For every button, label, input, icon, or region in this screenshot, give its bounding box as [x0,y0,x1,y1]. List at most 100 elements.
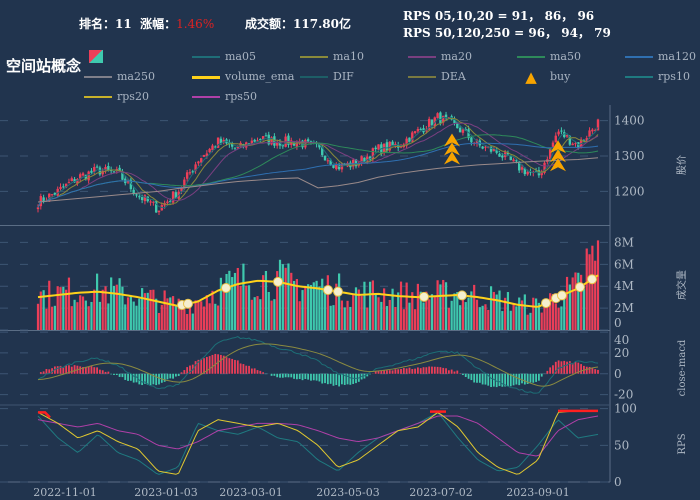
legend-item-rps50[interactable]: rps50 [192,90,257,104]
candle [427,118,431,130]
rank-label: 排名： [79,17,116,31]
volume-bar [368,281,372,330]
volume-bar [484,304,487,330]
macd-bar [301,373,304,381]
y-axis-title: 成交量 [675,270,688,300]
candle [275,142,279,146]
volume-bar [217,305,220,330]
macd-bar [397,369,400,374]
macd-bar [93,367,96,374]
legend-item-DIF[interactable]: DIF [300,70,354,84]
macd-bar [304,373,307,379]
buy-marker [550,140,566,154]
macd-bar [512,373,515,386]
volume-bar [304,285,307,330]
candle [529,171,532,173]
candle [73,179,76,183]
candle [149,201,152,203]
volume-bar [163,290,166,330]
y-tick-label: 1200 [614,184,645,198]
macd-bar [352,373,355,384]
macd-bar [129,373,132,381]
legend-item-ma120[interactable]: ma120 [625,50,696,64]
macd-bar [250,368,253,374]
candle-legend-icon[interactable] [89,50,103,63]
candle [591,129,594,132]
macd-bar [535,373,537,382]
macd-bar [248,365,250,374]
macd-bar [318,373,321,382]
x-tick-label: 2023-03-01 [219,486,282,499]
candle [337,165,341,170]
legend-item-ma20[interactable]: ma20 [408,50,472,64]
volume-bar [101,289,104,330]
volume-bar [318,286,321,330]
macd-bar [256,370,259,374]
legend-item-buy[interactable]: ▲ buy [517,70,570,85]
candle [354,159,358,167]
macd-bar [205,356,208,374]
volume-bar [84,300,87,330]
volume-bar [352,294,355,330]
candle [571,143,574,146]
volume-bar [126,297,130,330]
volume-bar [225,273,228,330]
volume-bar [132,301,135,330]
macd-bar [315,373,318,381]
volume-bar [177,298,180,330]
macd-bar [467,373,470,379]
legend-item-rps20[interactable]: rps20 [84,90,149,104]
legend-item-volume_ema[interactable]: volume_ema [192,70,294,84]
volume-bar [326,275,329,330]
volume-bar [309,284,313,330]
volume-bar [160,304,163,330]
y-tick-label: 50 [614,438,629,452]
legend-item-ma10[interactable]: ma10 [300,50,364,64]
macd-bar [104,371,107,374]
legend-item-ma05[interactable]: ma05 [192,50,256,64]
volume-bar [506,292,510,330]
volume-bar [169,297,172,330]
macd-bar [222,355,225,374]
candle [95,166,99,168]
volume-bar [574,272,577,330]
volume-bar [534,298,538,330]
volume-bar [267,291,270,330]
volume-bar [98,301,102,330]
buy-marker [550,149,566,163]
candle [104,166,107,171]
volume-bar [135,305,138,330]
candle [67,182,71,184]
macd-bar [495,373,498,388]
x-tick-label: 2023-07-02 [409,486,472,499]
macd-bar [566,361,568,374]
macd-bar [42,371,45,374]
candle [374,147,377,150]
candle [295,142,299,147]
y-tick-label: 40 [614,333,629,347]
macd-bar [253,368,256,374]
macd-bar [138,373,141,385]
macd-bar [183,370,186,374]
macd-bar [270,373,273,376]
legend-label: DIF [333,70,354,83]
volume-bar [73,299,76,330]
candle [377,144,380,150]
macd-bar [445,368,447,374]
legend-label: ma20 [441,50,472,63]
legend-item-DEA[interactable]: DEA [408,70,466,84]
legend-item-ma250[interactable]: ma250 [84,70,155,84]
macd-bar [234,359,236,374]
volume-bar [546,302,549,330]
y-tick-label: 8M [614,235,634,249]
macd-bar [231,358,234,374]
legend-item-ma50[interactable]: ma50 [517,50,581,64]
volume-bar [385,306,389,330]
candle [180,187,183,191]
candle [36,207,40,210]
candle [568,136,572,145]
legend-item-rps10[interactable]: rps10 [625,70,690,84]
macd-bar [478,373,481,383]
volume-bar [276,271,279,330]
volume-bar [284,267,287,330]
